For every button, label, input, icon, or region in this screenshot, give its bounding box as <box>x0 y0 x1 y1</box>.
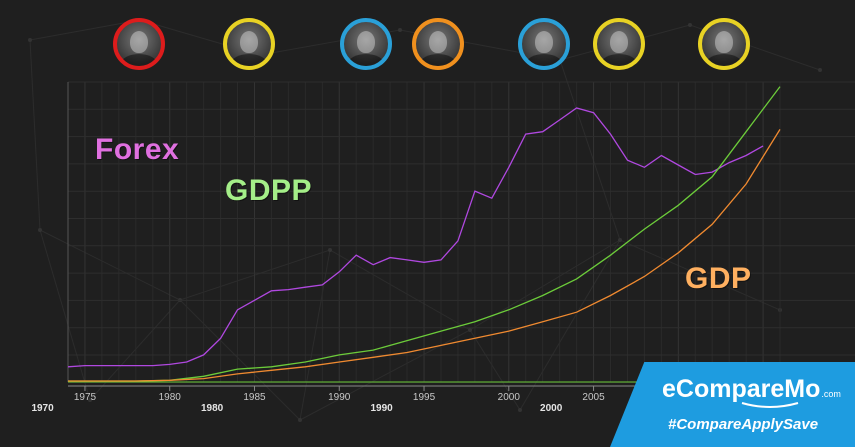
brand-hashtag: #CompareApplySave <box>668 416 819 433</box>
vertical-gridlines <box>84 82 781 382</box>
portrait-4 <box>412 18 464 70</box>
shoulders-icon <box>706 54 742 66</box>
face-icon <box>535 31 553 53</box>
face-icon <box>240 31 258 53</box>
x-tick-label: 1995 <box>413 392 436 403</box>
brand-banner[interactable]: eCompareMo.com #CompareApplySave <box>610 362 855 447</box>
shoulders-icon <box>601 54 637 66</box>
x-axis-ticks: 1975198019851990199520002005201019701980… <box>31 386 690 414</box>
x-tick-label: 1990 <box>328 392 351 403</box>
series-lines <box>67 86 781 382</box>
x-tick-label: 1980 <box>159 392 182 403</box>
face-icon <box>715 31 733 53</box>
background-network-pattern <box>28 18 822 422</box>
portrait-1 <box>113 18 165 70</box>
brand-name-text: eCompareMo <box>662 375 821 403</box>
portrait-5 <box>518 18 570 70</box>
portrait-7 <box>698 18 750 70</box>
shoulders-icon <box>121 54 157 66</box>
series-label-gdpp: GDPP <box>225 174 313 207</box>
x-tick-label: 2000 <box>498 392 521 403</box>
series-line-forex <box>67 107 764 368</box>
series-line-gdpp <box>68 86 781 382</box>
shoulders-icon <box>526 54 562 66</box>
x-tick-label: 1985 <box>243 392 266 403</box>
shoulders-icon <box>231 54 267 66</box>
smile-swoosh-icon <box>741 402 799 408</box>
portrait-2 <box>223 18 275 70</box>
x-tick-label: 2005 <box>582 392 605 403</box>
shoulders-icon <box>348 54 384 66</box>
brand-logo: eCompareMo.com <box>662 375 841 404</box>
x-tick-label: 1975 <box>74 392 97 403</box>
x-major-tick-label: 2000 <box>540 403 563 414</box>
x-major-tick-label: 1980 <box>201 403 224 414</box>
face-icon <box>357 31 375 53</box>
face-icon <box>130 31 148 53</box>
brand-domain-suffix: .com <box>821 389 841 399</box>
series-label-forex: Forex <box>95 133 180 166</box>
face-icon <box>429 31 447 53</box>
face-icon <box>610 31 628 53</box>
portrait-6 <box>593 18 645 70</box>
x-major-tick-label: 1970 <box>31 403 54 414</box>
series-line-gdp <box>68 129 781 382</box>
x-major-tick-label: 1990 <box>371 403 394 414</box>
series-label-gdp: GDP <box>685 262 752 295</box>
portrait-3 <box>340 18 392 70</box>
shoulders-icon <box>420 54 456 66</box>
